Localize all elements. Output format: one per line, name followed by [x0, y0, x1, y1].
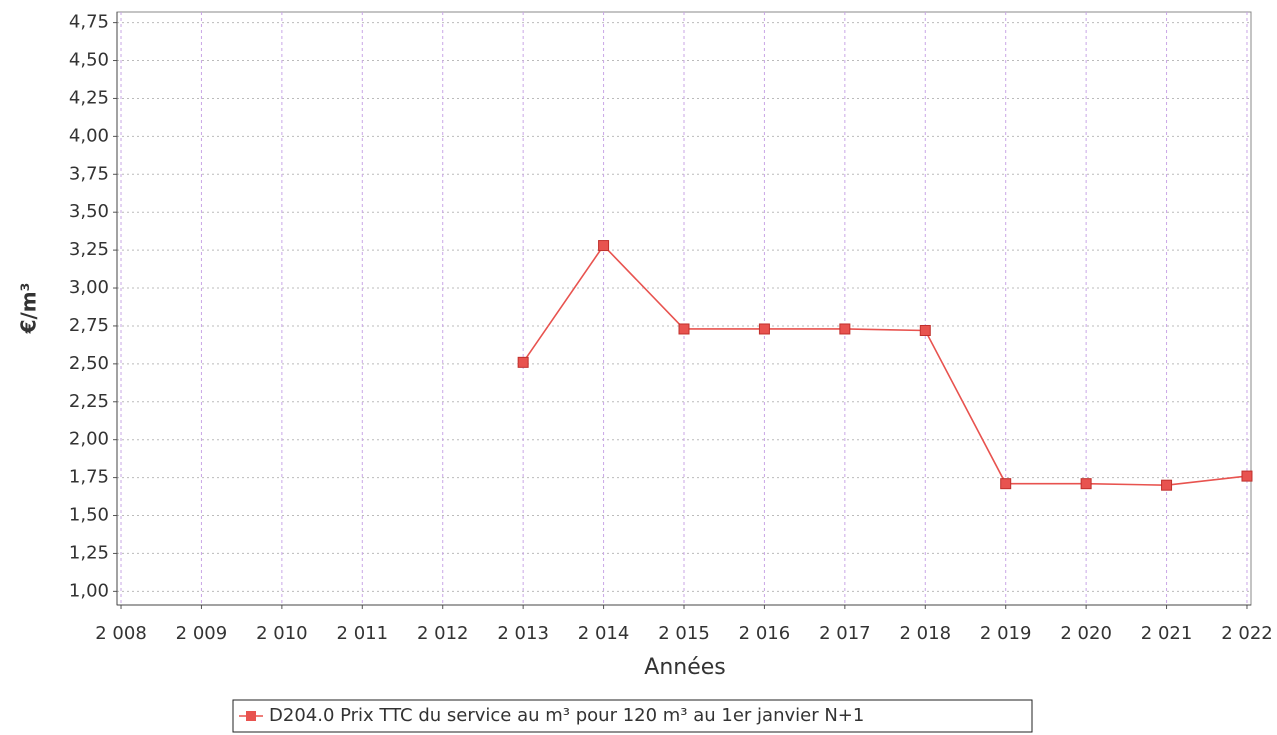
y-tick-label: 2,00: [69, 429, 109, 450]
x-tick-label: 2 020: [1060, 623, 1112, 644]
x-tick-label: 2 009: [176, 623, 228, 644]
point: [1080, 478, 1092, 490]
y-tick-label: 4,00: [69, 125, 109, 146]
point: [919, 324, 931, 336]
point: [598, 240, 610, 252]
y-tick-label: 2,25: [69, 391, 109, 412]
y-axis-label: €/m³: [17, 283, 41, 335]
legend-marker: [246, 711, 256, 721]
y-tick-label: 1,00: [69, 580, 109, 601]
y-tick-label: 4,50: [69, 50, 109, 71]
x-tick-label: 2 017: [819, 623, 871, 644]
point: [517, 356, 529, 368]
x-tick-label: 2 012: [417, 623, 469, 644]
x-tick-label: 2 015: [658, 623, 710, 644]
x-axis-label: Années: [644, 655, 725, 680]
y-tick-label: 1,25: [69, 542, 109, 563]
point: [758, 323, 770, 335]
y-tick-label: 3,75: [69, 163, 109, 184]
y-tick-label: 1,50: [69, 505, 109, 526]
y-tick-label: 4,75: [69, 12, 109, 33]
legend-label: D204.0 Prix TTC du service au m³ pour 12…: [269, 705, 864, 726]
y-tick-label: 2,50: [69, 353, 109, 374]
point: [1241, 470, 1253, 482]
y-tick-label: 2,75: [69, 315, 109, 336]
y-tick-label: 3,50: [69, 201, 109, 222]
x-tick-label: 2 011: [337, 623, 389, 644]
y-tick-label: 1,75: [69, 467, 109, 488]
legend-box: [232, 699, 1033, 733]
x-tick-label: 2 016: [739, 623, 791, 644]
x-tick-label: 2 010: [256, 623, 308, 644]
y-tick-label: 4,25: [69, 87, 109, 108]
y-tick-label: 3,25: [69, 239, 109, 260]
x-tick-label: 2 022: [1221, 623, 1273, 644]
point: [1000, 478, 1012, 490]
y-tick-label: 3,00: [69, 277, 109, 298]
point: [1161, 479, 1173, 491]
x-tick-label: 2 019: [980, 623, 1032, 644]
x-tick-label: 2 018: [900, 623, 952, 644]
series-line: [522, 244, 1248, 486]
point: [839, 323, 851, 335]
x-tick-label: 2 013: [497, 623, 549, 644]
x-tick-label: 2 021: [1141, 623, 1193, 644]
x-tick-label: 2 014: [578, 623, 630, 644]
point: [678, 323, 690, 335]
x-tick-label: 2 008: [95, 623, 147, 644]
